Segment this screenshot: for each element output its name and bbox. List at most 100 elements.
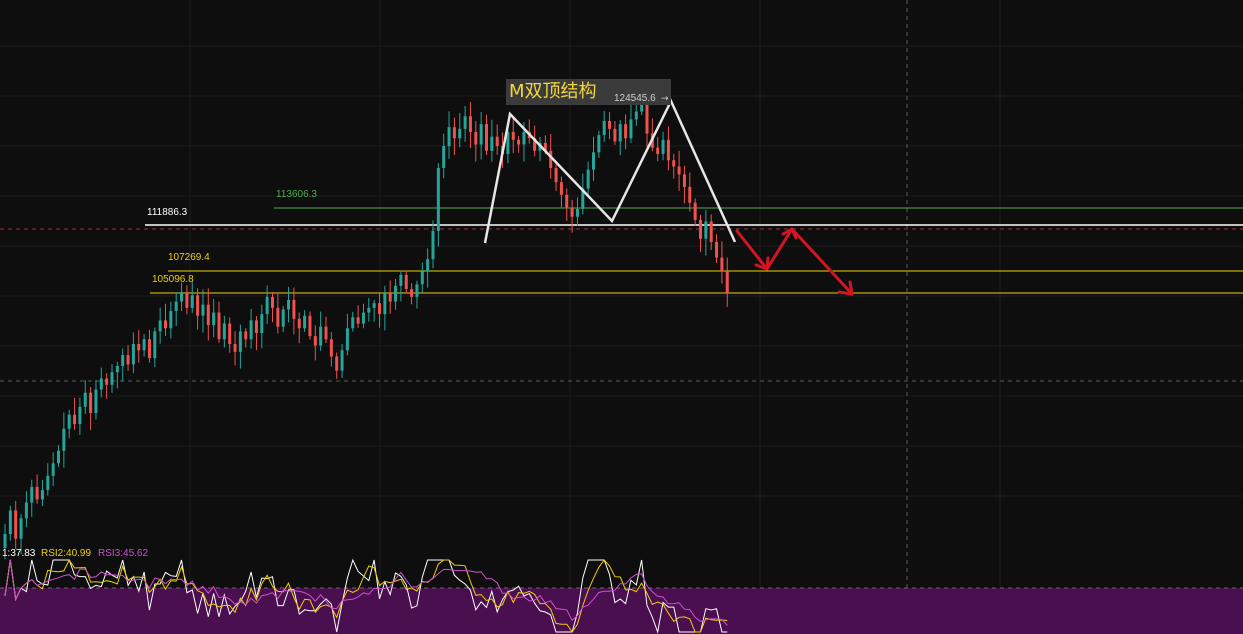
arrowhead-2 <box>781 227 798 240</box>
candle-down <box>147 339 151 359</box>
candle-up <box>618 124 622 142</box>
candle-down <box>297 318 301 329</box>
candle-down <box>656 147 660 154</box>
candle-up <box>634 111 638 120</box>
candle-up <box>319 326 323 346</box>
candle-down <box>624 124 628 139</box>
rsi-panel: 1:37.83 RSI2:40.99 RSI3:45.62 <box>0 548 1243 634</box>
candle-up <box>158 320 162 332</box>
candle-up <box>3 534 7 549</box>
candle-up <box>383 293 387 315</box>
candle-down <box>554 168 558 183</box>
candle-up <box>490 136 494 151</box>
candle-down <box>308 315 312 337</box>
candle-down <box>693 202 697 220</box>
candle-up <box>78 406 82 425</box>
candle-up <box>661 139 665 154</box>
candle-up <box>19 518 23 539</box>
candle-up <box>62 428 66 451</box>
candle-down <box>474 131 478 145</box>
level-label-105096: 105096.8 <box>152 274 194 285</box>
candle-down <box>233 343 237 352</box>
candle-down <box>217 312 221 340</box>
candle-down <box>185 292 189 308</box>
candle-down <box>570 207 574 217</box>
candle-up <box>442 146 446 169</box>
candle-up <box>222 323 226 340</box>
candle-up <box>131 343 135 365</box>
peak-label-box <box>506 79 671 105</box>
candle-down <box>137 343 141 351</box>
rsi3-line <box>4 559 728 626</box>
candle-down <box>313 336 317 346</box>
candle-up <box>431 230 435 260</box>
candle-down <box>335 356 339 371</box>
candle-down <box>206 304 210 326</box>
candle-up <box>57 450 60 464</box>
candle-up <box>99 378 103 390</box>
candle-up <box>340 350 344 371</box>
candle-down <box>329 339 333 357</box>
candle-up <box>426 259 430 272</box>
candle-down <box>699 219 702 239</box>
candle-up <box>201 304 205 316</box>
candle-down <box>533 138 537 151</box>
candle-up <box>704 221 708 239</box>
candle-down <box>378 303 381 315</box>
candle-down <box>565 194 569 208</box>
candle-down <box>666 139 670 161</box>
arrow-right-icon: → <box>661 94 669 104</box>
candle-up <box>67 414 71 429</box>
candle-down <box>709 221 713 242</box>
candle-up <box>40 490 44 500</box>
candle-up <box>640 98 644 112</box>
candle-down <box>228 323 232 344</box>
pattern-title: M双顶结构 <box>509 81 597 102</box>
candles <box>3 90 729 560</box>
candle-down <box>126 354 130 365</box>
candle-down <box>682 174 686 187</box>
candle-up <box>458 128 462 139</box>
rsi3-label: RSI3:45.62 <box>98 548 148 559</box>
candle-up <box>212 312 216 326</box>
candle-down <box>105 378 109 385</box>
candle-down <box>452 127 456 139</box>
candle-up <box>575 208 579 217</box>
candle-up <box>602 120 606 136</box>
candle-down <box>672 160 676 167</box>
arrowhead-1 <box>754 256 770 271</box>
candle-down <box>517 139 521 145</box>
candle-down <box>324 326 328 340</box>
candle-up <box>592 152 595 170</box>
candle-down <box>559 182 563 195</box>
candle-up <box>351 317 355 329</box>
candle-up <box>121 354 125 366</box>
candle-down <box>495 136 499 147</box>
candle-down <box>720 257 724 272</box>
candle-up <box>51 463 55 476</box>
pattern-annotation: M双顶结构 124545.6 → <box>506 79 671 105</box>
candle-down <box>549 150 553 169</box>
candle-down <box>89 392 93 414</box>
candle-up <box>169 310 173 329</box>
projection-arrows <box>735 227 854 296</box>
candle-up <box>260 314 264 333</box>
candle-down <box>613 128 617 142</box>
candle-down <box>608 120 612 129</box>
candle-up <box>303 315 307 329</box>
level-label-113606: 113606.3 <box>276 189 317 200</box>
candle-up <box>447 127 451 147</box>
level-lines: 113606.3 111886.3 107269.4 105096.8 <box>145 189 1243 294</box>
candle-up <box>46 475 50 491</box>
candle-down <box>244 331 248 340</box>
candle-down <box>271 296 274 308</box>
candle-down <box>196 295 200 316</box>
candle-up <box>586 169 590 189</box>
candle-up <box>83 392 87 407</box>
candle-up <box>399 274 403 286</box>
rsi2-label: RSI2:40.99 <box>41 548 91 559</box>
rsi1-label: 1:37.83 <box>2 548 36 559</box>
projection-path <box>735 227 854 296</box>
